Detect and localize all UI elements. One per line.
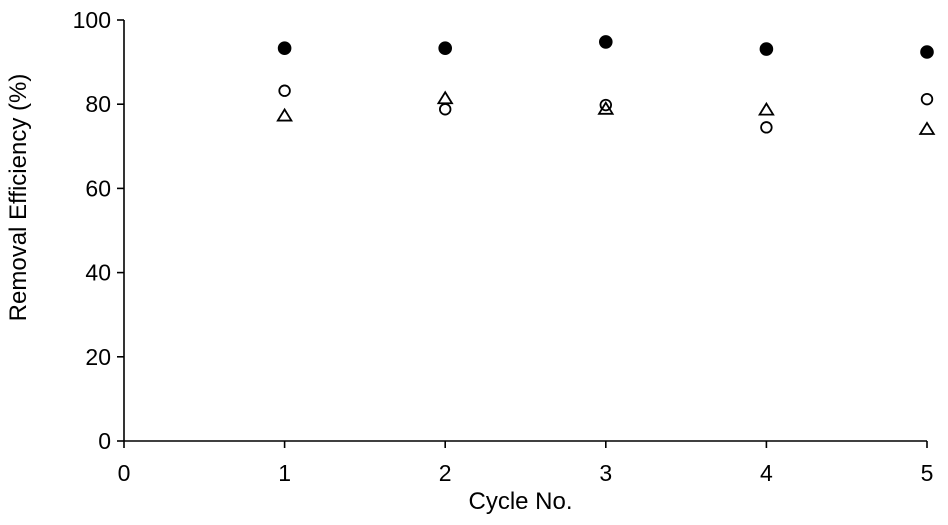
- y-tick-label: 0: [98, 428, 111, 454]
- x-tick-label: 3: [599, 460, 612, 486]
- data-point-filled-circle: [599, 35, 613, 49]
- data-point-open-triangle: [436, 90, 454, 105]
- x-tick-label: 5: [921, 460, 934, 486]
- data-point-open-circle: [278, 84, 291, 97]
- y-tick-label: 60: [85, 175, 111, 201]
- y-axis-ticks: 0 20 40 60 80 100: [73, 7, 124, 454]
- data-point-open-triangle: [597, 101, 615, 115]
- data-point-filled-circle: [759, 42, 774, 56]
- x-tick-label: 4: [760, 460, 773, 486]
- data-point-open-triangle: [276, 107, 294, 122]
- x-axis-title: Cycle No.: [468, 488, 572, 515]
- y-tick-label: 80: [85, 91, 111, 117]
- data-point-open-triangle: [757, 101, 775, 116]
- y-tick-label: 20: [85, 344, 111, 370]
- x-axis-ticks: 0 1 2 3 4 5: [118, 441, 934, 486]
- x-tick-label: 2: [439, 460, 452, 486]
- y-tick-label: 40: [85, 260, 111, 286]
- y-tick-label: 100: [73, 7, 111, 33]
- data-point-open-triangle: [918, 121, 936, 135]
- y-axis-title: Removal Efficiency (%): [5, 74, 32, 322]
- data-point-filled-circle: [438, 41, 453, 56]
- x-tick-label: 0: [118, 460, 131, 486]
- data-point-open-circle: [760, 121, 773, 134]
- x-tick-label: 1: [278, 460, 291, 486]
- data-points: [276, 35, 936, 135]
- data-point-open-circle: [920, 92, 934, 106]
- data-point-filled-circle: [277, 41, 292, 56]
- data-point-open-circle: [599, 98, 613, 112]
- data-point-open-circle: [439, 103, 452, 116]
- data-point-filled-circle: [920, 45, 934, 59]
